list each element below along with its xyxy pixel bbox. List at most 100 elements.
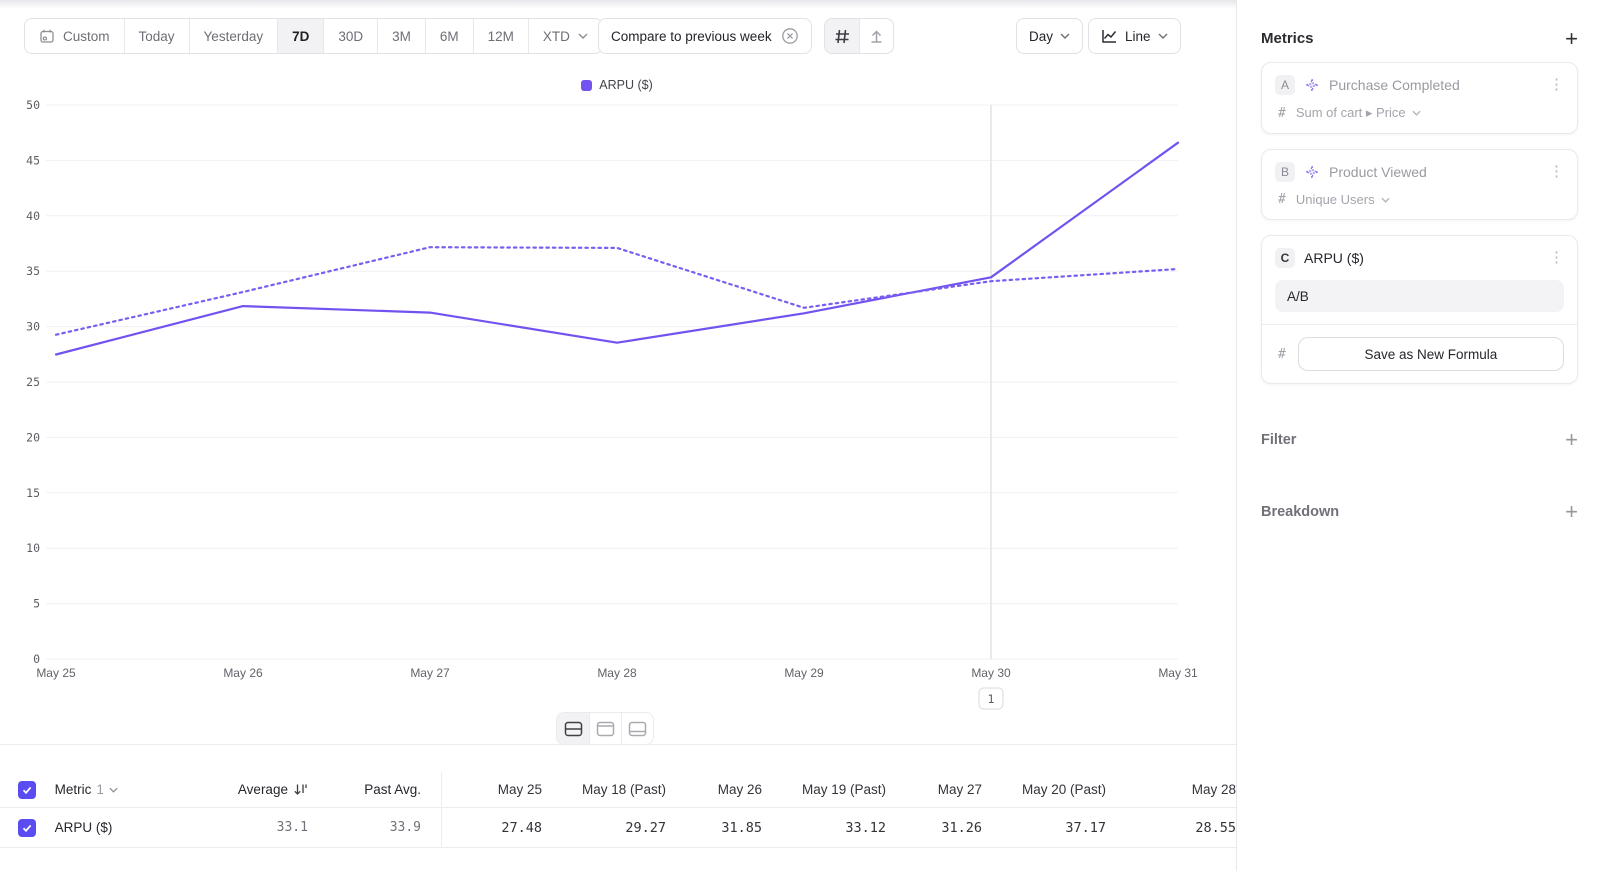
layout-panel-bottom-button[interactable] [621, 713, 653, 744]
svg-text:20: 20 [26, 430, 40, 444]
chevron-down-icon [1381, 197, 1390, 203]
svg-text:50: 50 [26, 98, 40, 112]
granularity-dropdown[interactable]: Day [1016, 18, 1084, 54]
chart-panel: Custom Today Yesterday 7D 30D 3M 6M 12M … [0, 0, 1236, 848]
svg-text:15: 15 [26, 486, 40, 500]
date-range-xtd[interactable]: XTD [527, 19, 602, 53]
column-header-date[interactable]: May 27 [937, 782, 983, 797]
metric-card-a[interactable]: A Purchase Completed ⋮ # Sum of cart ▸ P… [1261, 62, 1578, 134]
svg-text:10: 10 [26, 541, 40, 555]
date-range-3m[interactable]: 3M [377, 19, 425, 53]
kebab-menu-icon[interactable]: ⋮ [1549, 249, 1564, 266]
metric-card-c[interactable]: C ARPU ($) ⋮ # Save as New Formula [1261, 235, 1578, 384]
chart-legend[interactable]: ARPU ($) [56, 78, 1178, 92]
svg-text:25: 25 [26, 375, 40, 389]
annotation-marker-toggle[interactable] [859, 19, 893, 53]
breakdown-section-title: Breakdown [1261, 504, 1340, 520]
chevron-down-icon [578, 33, 588, 39]
date-range-12m[interactable]: 12M [472, 19, 528, 53]
date-column-headers: May 25 May 18 (Past) May 26 May 19 (Past) Ma… [441, 772, 1236, 807]
sparkle-icon [1305, 165, 1319, 179]
annotation-marker-icon [871, 29, 882, 43]
measure-dropdown[interactable]: Unique Users [1296, 192, 1390, 207]
grid-values-toggle[interactable] [825, 19, 859, 53]
metric-badge: B [1275, 162, 1295, 182]
svg-text:May 25: May 25 [36, 666, 76, 680]
svg-text:May 26: May 26 [223, 666, 263, 680]
table-row[interactable]: ARPU ($) 33.1 33.9 27.48 29.27 31.85 33.12 3… [0, 808, 1236, 848]
metric-header-label: Metric [54, 782, 92, 797]
layout-split-horizontal-button[interactable] [557, 713, 589, 744]
column-header-date[interactable]: May 26 [717, 782, 763, 797]
measure-dropdown[interactable]: Sum of cart ▸ Price [1296, 105, 1421, 121]
date-cell-value: 37.17 [1065, 819, 1107, 836]
kebab-menu-icon[interactable]: ⋮ [1549, 76, 1564, 93]
column-header-date[interactable]: May 20 (Past) [1021, 782, 1107, 797]
date-cell-value: 29.27 [625, 819, 667, 836]
add-metric-button[interactable]: + [1565, 25, 1578, 51]
date-range-custom[interactable]: Custom [25, 19, 124, 53]
date-range-7d[interactable]: 7D [277, 19, 324, 53]
row-checkbox[interactable] [18, 818, 37, 837]
svg-text:1: 1 [988, 692, 995, 706]
date-range-6m[interactable]: 6M [424, 19, 473, 53]
svg-text:0: 0 [33, 652, 40, 666]
sparkle-icon [1305, 78, 1319, 92]
select-all-checkbox[interactable] [18, 780, 37, 799]
date-range-yesterday[interactable]: Yesterday [188, 19, 278, 53]
svg-text:5: 5 [33, 597, 40, 611]
sort-icon [294, 784, 307, 795]
number-type-icon: # [1278, 105, 1286, 121]
panel-bottom-icon [628, 721, 647, 736]
formula-input[interactable] [1275, 280, 1564, 312]
column-header-date[interactable]: May 25 [497, 782, 543, 797]
date-cell-value: 33.12 [845, 819, 887, 836]
circle-close-icon[interactable] [781, 27, 799, 45]
kebab-menu-icon[interactable]: ⋮ [1549, 163, 1564, 180]
check-icon [23, 824, 32, 832]
metric-card-b[interactable]: B Product Viewed ⋮ # Unique Users [1261, 149, 1578, 220]
svg-text:May 27: May 27 [410, 666, 450, 680]
metric-name-label: Purchase Completed [1329, 77, 1460, 93]
date-cell-value: 28.55 [1195, 819, 1236, 836]
save-as-new-formula-button[interactable]: Save as New Formula [1297, 337, 1564, 371]
table-header-row: Metric 1 Average Past Avg. May 25 May 18 … [0, 772, 1236, 808]
line-chart-icon [1102, 30, 1117, 43]
date-cell-value: 31.26 [941, 819, 983, 836]
legend-swatch [581, 79, 593, 91]
add-breakdown-button[interactable]: + [1565, 499, 1578, 524]
chevron-down-icon [109, 787, 118, 793]
metric-count: 1 [96, 782, 104, 797]
date-range-label: Custom [63, 28, 110, 44]
number-type-icon: # [1278, 192, 1286, 207]
column-header-date[interactable]: May 18 (Past) [581, 782, 667, 797]
date-range-30d[interactable]: 30D [323, 19, 377, 53]
metric-name: ARPU ($) [54, 820, 113, 835]
svg-text:40: 40 [26, 209, 40, 223]
svg-text:May 30: May 30 [971, 666, 1011, 680]
split-horizontal-icon [564, 721, 582, 736]
column-header-past-avg[interactable]: Past Avg. [364, 782, 422, 797]
chevron-down-icon [1060, 33, 1070, 39]
layout-panel-top-button[interactable] [589, 713, 621, 744]
compare-chip[interactable]: Compare to previous week [598, 18, 812, 54]
metric-column-header[interactable]: Metric 1 [55, 782, 201, 797]
past-average-value: 33.9 [389, 820, 422, 835]
date-values: 27.48 29.27 31.85 33.12 31.26 37.17 28.55 [441, 808, 1236, 847]
date-cell-value: 27.48 [501, 819, 543, 836]
svg-text:35: 35 [26, 264, 40, 278]
column-header-date[interactable]: May 19 (Past) [801, 782, 887, 797]
filter-section-title: Filter [1261, 432, 1297, 448]
svg-text:May 31: May 31 [1158, 666, 1198, 680]
date-range-today[interactable]: Today [123, 19, 189, 53]
column-header-average[interactable]: Average [201, 782, 308, 797]
add-filter-button[interactable]: + [1565, 427, 1578, 452]
column-header-date[interactable]: May 28 [1191, 782, 1236, 797]
calendar-icon [40, 29, 54, 43]
svg-text:45: 45 [26, 153, 40, 167]
results-table: Metric 1 Average Past Avg. May 25 May 18 … [0, 772, 1236, 848]
line-chart[interactable]: 0 5 10 15 20 25 30 35 40 45 50 May 25 May 26 May 27 Ma… [0, 96, 1222, 744]
chart-type-dropdown[interactable]: Line [1088, 18, 1181, 54]
date-range-control: Custom Today Yesterday 7D 30D 3M 6M 12M … [24, 18, 603, 54]
top-shadow [0, 0, 1236, 9]
